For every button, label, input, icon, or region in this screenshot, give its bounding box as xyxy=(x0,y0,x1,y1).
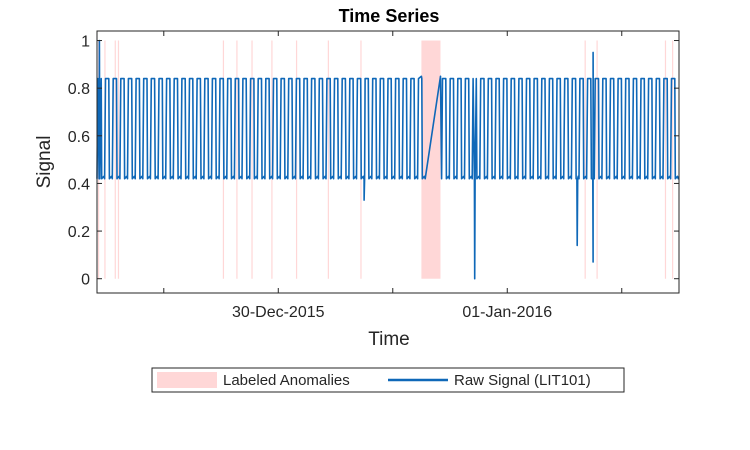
x-tick-label-3: 01-Jan-2016 xyxy=(462,304,552,321)
y-tick-label-5: 1 xyxy=(81,34,90,51)
anomaly-regions xyxy=(421,40,441,279)
x-tick-label-1: 30-Dec-2015 xyxy=(232,304,325,321)
y-tick-label-2: 0.4 xyxy=(68,176,90,193)
legend: Labeled Anomalies Raw Signal (LIT101) xyxy=(151,367,625,393)
legend-anomaly-swatch xyxy=(157,372,217,388)
y-tick-label-0: 0 xyxy=(81,272,90,289)
signal-line xyxy=(96,39,679,280)
y-axis: 0 0.2 0.4 0.6 0.8 1 xyxy=(68,34,679,289)
y-tick-label-3: 0.6 xyxy=(68,129,90,146)
x-axis: 30-Dec-2015 01-Jan-2016 xyxy=(163,31,623,321)
y-axis-title: Signal xyxy=(34,136,55,189)
anomaly-region-0 xyxy=(421,40,441,279)
y-tick-label-4: 0.8 xyxy=(68,81,90,98)
chart-title: Time Series xyxy=(339,6,440,26)
plot-frame xyxy=(96,30,680,294)
y-tick-label-1: 0.2 xyxy=(68,224,90,241)
x-axis-title: Time xyxy=(368,329,410,350)
legend-signal-label: Raw Signal (LIT101) xyxy=(454,372,591,389)
legend-anomaly-label: Labeled Anomalies xyxy=(223,372,350,389)
